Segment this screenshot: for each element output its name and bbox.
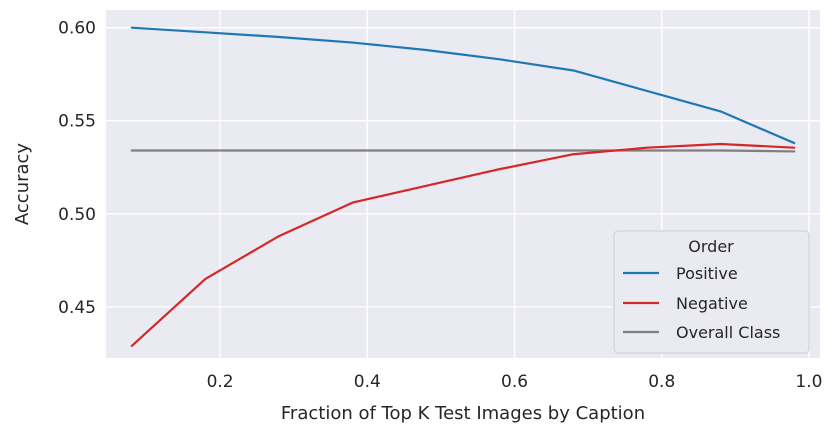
- series-line-negative: [130, 142, 796, 347]
- series-line-positive: [130, 26, 796, 145]
- legend-label-negative: Negative: [676, 294, 748, 313]
- y-axis-label: Accuracy: [12, 143, 33, 226]
- x-tick-label: 0.8: [648, 372, 675, 392]
- series-group: [130, 26, 796, 347]
- legend: Order Positive Negative Overall Class: [613, 230, 810, 354]
- y-tick-labels: 0.45 0.50 0.55 0.60: [58, 19, 96, 318]
- legend-title: Order: [688, 237, 734, 256]
- y-tick-label: 0.55: [58, 112, 96, 132]
- x-tick-label: 0.2: [207, 372, 234, 392]
- legend-label-positive: Positive: [676, 264, 738, 283]
- x-tick-label: 0.4: [354, 372, 381, 392]
- y-tick-label: 0.60: [58, 19, 96, 39]
- y-tick-label: 0.45: [58, 298, 96, 318]
- y-tick-label: 0.50: [58, 205, 96, 225]
- series-line-overall-class: [130, 149, 796, 153]
- x-axis-label: Fraction of Top K Test Images by Caption: [281, 403, 645, 424]
- legend-frame: [613, 230, 810, 354]
- x-tick-label: 1.0: [795, 372, 822, 392]
- x-tick-label: 0.6: [501, 372, 528, 392]
- x-tick-labels: 0.2 0.4 0.6 0.8 1.0: [207, 372, 823, 392]
- legend-label-overall-class: Overall Class: [676, 323, 780, 342]
